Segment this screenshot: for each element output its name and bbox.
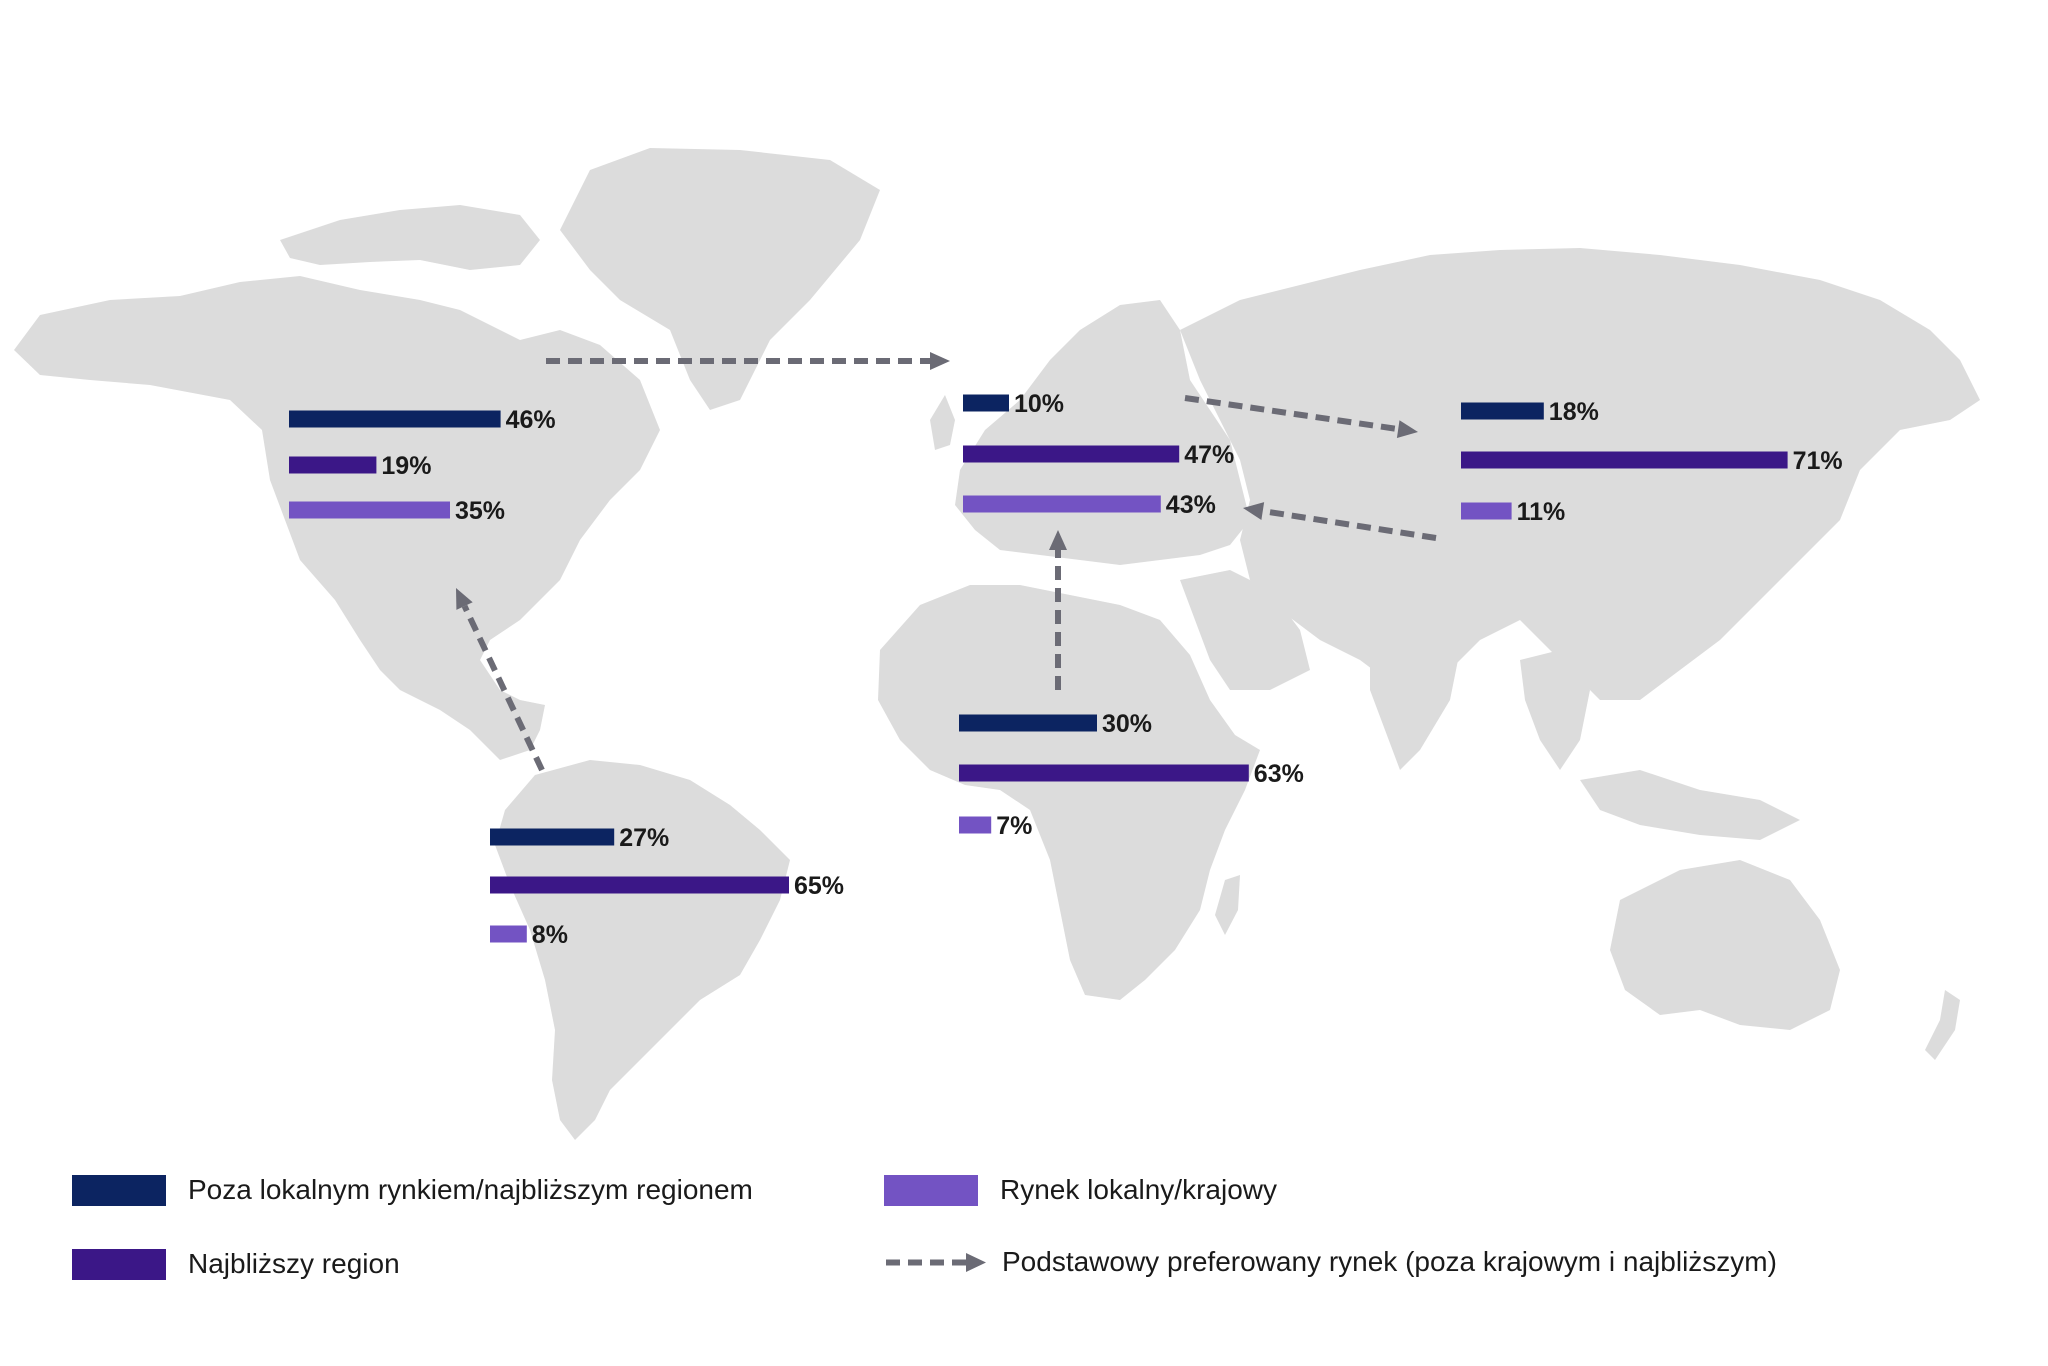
value-label-south-america-1: 27% — [619, 824, 669, 852]
legend-arrow-label: Podstawowy preferowany rynek (poza krajo… — [1002, 1246, 1777, 1277]
southeast-asia-shape — [1520, 650, 1590, 770]
bar-asia-2 — [1461, 451, 1788, 469]
legend-arrow: Podstawowy preferowany rynek (poza krajo… — [884, 1246, 1777, 1278]
value-label-north-america-3: 35% — [455, 497, 505, 525]
bar-africa-3 — [959, 816, 992, 834]
india-shape — [1370, 630, 1460, 770]
bar-south-america-2 — [490, 876, 789, 894]
legend-local: Rynek lokalny/krajowy — [884, 1174, 1277, 1206]
bar-africa-1 — [959, 714, 1097, 732]
value-label-europe-2: 47% — [1184, 441, 1234, 469]
uk-shape — [930, 395, 955, 450]
arrowhead-north-america-to-europe — [930, 352, 950, 370]
legend-outside: Poza lokalnym rynkiem/najbliższym region… — [72, 1174, 753, 1206]
bar-europe-3 — [963, 495, 1161, 513]
bar-south-america-3 — [490, 925, 527, 943]
value-label-asia-1: 18% — [1549, 398, 1599, 426]
bar-north-america-3 — [289, 501, 450, 519]
bar-north-america-2 — [289, 456, 377, 474]
asia-shape — [1180, 248, 1980, 700]
bar-north-america-1 — [289, 410, 501, 428]
legend-nearest: Najbliższy region — [72, 1248, 400, 1280]
bar-europe-1 — [963, 394, 1009, 412]
value-label-asia-3: 11% — [1517, 498, 1566, 526]
value-label-south-america-3: 8% — [532, 921, 568, 949]
continents — [14, 148, 1980, 1140]
canada-islands-shape — [280, 205, 540, 270]
legend-local-label: Rynek lokalny/krajowy — [1000, 1174, 1277, 1205]
bar-south-america-1 — [490, 828, 615, 846]
arrows-layer — [456, 352, 1437, 772]
value-label-africa-2: 63% — [1254, 760, 1304, 788]
value-label-north-america-2: 19% — [381, 452, 431, 480]
value-label-europe-1: 10% — [1014, 390, 1064, 418]
australia-shape — [1610, 860, 1840, 1030]
value-label-europe-3: 43% — [1166, 491, 1216, 519]
legend-nearest-label: Najbliższy region — [188, 1248, 400, 1279]
legend-outside-label: Poza lokalnym rynkiem/najbliższym region… — [188, 1174, 753, 1205]
arrowhead-europe-to-asia — [1396, 420, 1418, 439]
madagascar-shape — [1215, 875, 1240, 935]
japan-shape — [1755, 470, 1810, 590]
arrow-south-america-to-north-america — [461, 604, 545, 772]
legend-nearest-swatch — [72, 1248, 166, 1280]
bar-asia-1 — [1461, 402, 1544, 420]
bar-europe-2 — [963, 445, 1180, 463]
arrow-europe-to-asia — [1184, 395, 1399, 433]
value-label-north-america-1: 46% — [506, 406, 556, 434]
greenland-shape — [560, 148, 880, 410]
legend-local-swatch — [884, 1174, 978, 1206]
south-america-shape — [495, 760, 790, 1140]
new-zealand-shape — [1925, 990, 1960, 1060]
value-label-south-america-2: 65% — [794, 872, 844, 900]
legend-outside-swatch — [72, 1174, 166, 1206]
arabia-shape — [1180, 570, 1310, 690]
bar-africa-2 — [959, 764, 1249, 782]
arrowhead-south-america-to-north-america — [456, 588, 473, 610]
indonesia-shape — [1580, 770, 1800, 840]
dashed-arrow-icon — [886, 1252, 986, 1272]
value-label-africa-1: 30% — [1102, 710, 1152, 738]
arrow-asia-to-europe — [1262, 508, 1437, 541]
value-label-asia-2: 71% — [1793, 447, 1843, 475]
bar-asia-3 — [1461, 502, 1512, 520]
value-label-africa-3: 7% — [996, 812, 1032, 840]
bars-layer: 46% 19% 35% 27% 65% 8% 10% 47% 43% 30% 63% 7% 18% 71%… — [289, 390, 1843, 949]
arrowhead-africa-to-europe — [1049, 530, 1067, 550]
arrowhead-asia-to-europe — [1243, 502, 1265, 520]
africa-shape — [878, 585, 1260, 1000]
